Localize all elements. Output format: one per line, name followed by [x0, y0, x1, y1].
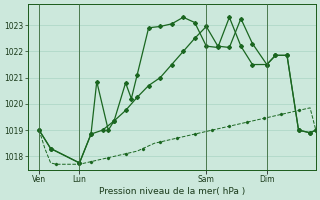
X-axis label: Pression niveau de la mer( hPa ): Pression niveau de la mer( hPa ): [99, 187, 245, 196]
